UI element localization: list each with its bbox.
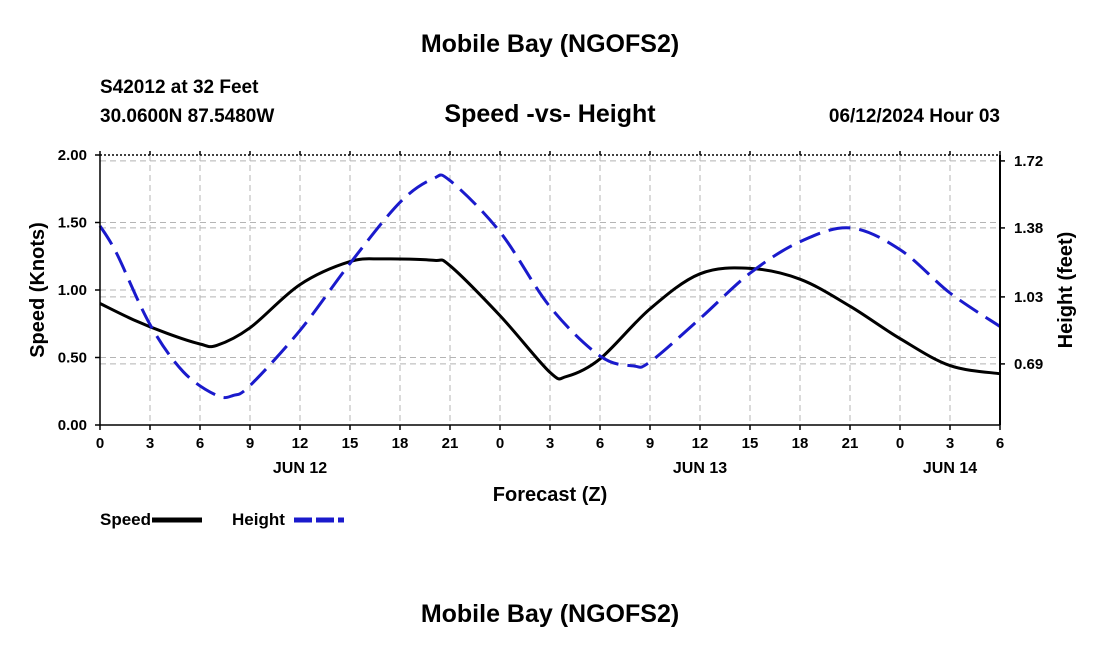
x-tick-label: 15 <box>742 435 759 452</box>
main-title: Mobile Bay (NGOFS2) <box>420 30 680 58</box>
x-axis-title: Forecast (Z) <box>493 484 607 506</box>
y2-tick-label: 1.72 <box>1014 153 1043 170</box>
date-label: JUN 13 <box>673 460 727 477</box>
x-tick-label: 12 <box>692 435 709 452</box>
forecast-date: 06/12/2024 Hour 03 <box>828 106 1000 127</box>
y2-tick-label: 0.69 <box>1014 356 1043 373</box>
x-tick-label: 6 <box>996 435 1004 452</box>
x-tick-label: 3 <box>146 435 154 452</box>
y-axis-title: Speed (Knots) <box>27 222 49 358</box>
date-label: JUN 14 <box>923 460 977 477</box>
grid <box>100 155 1000 425</box>
legend-label-height: Height <box>232 510 285 529</box>
y-tick-label: 0.50 <box>58 350 87 367</box>
x-tick-label: 15 <box>342 435 359 452</box>
y-tick-label: 0.00 <box>58 417 87 434</box>
station-label: S42012 at 32 Feet <box>100 77 259 98</box>
x-tick-label: 18 <box>392 435 409 452</box>
y2-axis-title: Height (feet) <box>1055 232 1077 349</box>
coordinates-label: 30.0600N 87.5480W <box>100 106 275 127</box>
x-tick-label: 0 <box>96 435 104 452</box>
y-tick-label: 2.00 <box>58 147 87 164</box>
speed-height-chart: 0 3 6 9 12 15 18 21 0 3 6 9 12 15 18 21 0 3 6 JUN 12 JUN 13 J… <box>27 147 1077 529</box>
y2-tick-label: 1.03 <box>1014 289 1043 306</box>
x-tick-label: 12 <box>292 435 309 452</box>
legend-label-speed: Speed <box>100 510 151 529</box>
axes <box>95 151 1005 430</box>
x-tick-label: 9 <box>246 435 254 452</box>
footer-title: Mobile Bay (NGOFS2) <box>420 600 680 628</box>
axis-labels: 0 3 6 9 12 15 18 21 0 3 6 9 12 15 18 21 0 3 6 JUN 12 JUN 13 J… <box>27 147 1077 506</box>
y-tick-label: 1.50 <box>58 215 87 232</box>
date-label: JUN 12 <box>273 460 327 477</box>
series-line-speed <box>99 257 1001 381</box>
y-tick-label: 1.00 <box>58 282 87 299</box>
y2-tick-label: 1.38 <box>1014 220 1043 237</box>
x-tick-label: 9 <box>646 435 654 452</box>
x-tick-label: 0 <box>896 435 904 452</box>
x-tick-label: 3 <box>946 435 954 452</box>
x-tick-label: 0 <box>496 435 504 452</box>
series-layer <box>98 173 1001 400</box>
x-tick-label: 18 <box>792 435 809 452</box>
x-tick-label: 6 <box>196 435 204 452</box>
series-line-height <box>98 173 1001 400</box>
x-tick-label: 21 <box>842 435 859 452</box>
x-tick-label: 6 <box>596 435 604 452</box>
x-tick-label: 3 <box>546 435 554 452</box>
chart-title: Speed -vs- Height <box>444 100 656 128</box>
x-tick-label: 21 <box>442 435 459 452</box>
legend: Speed Height <box>100 510 344 529</box>
